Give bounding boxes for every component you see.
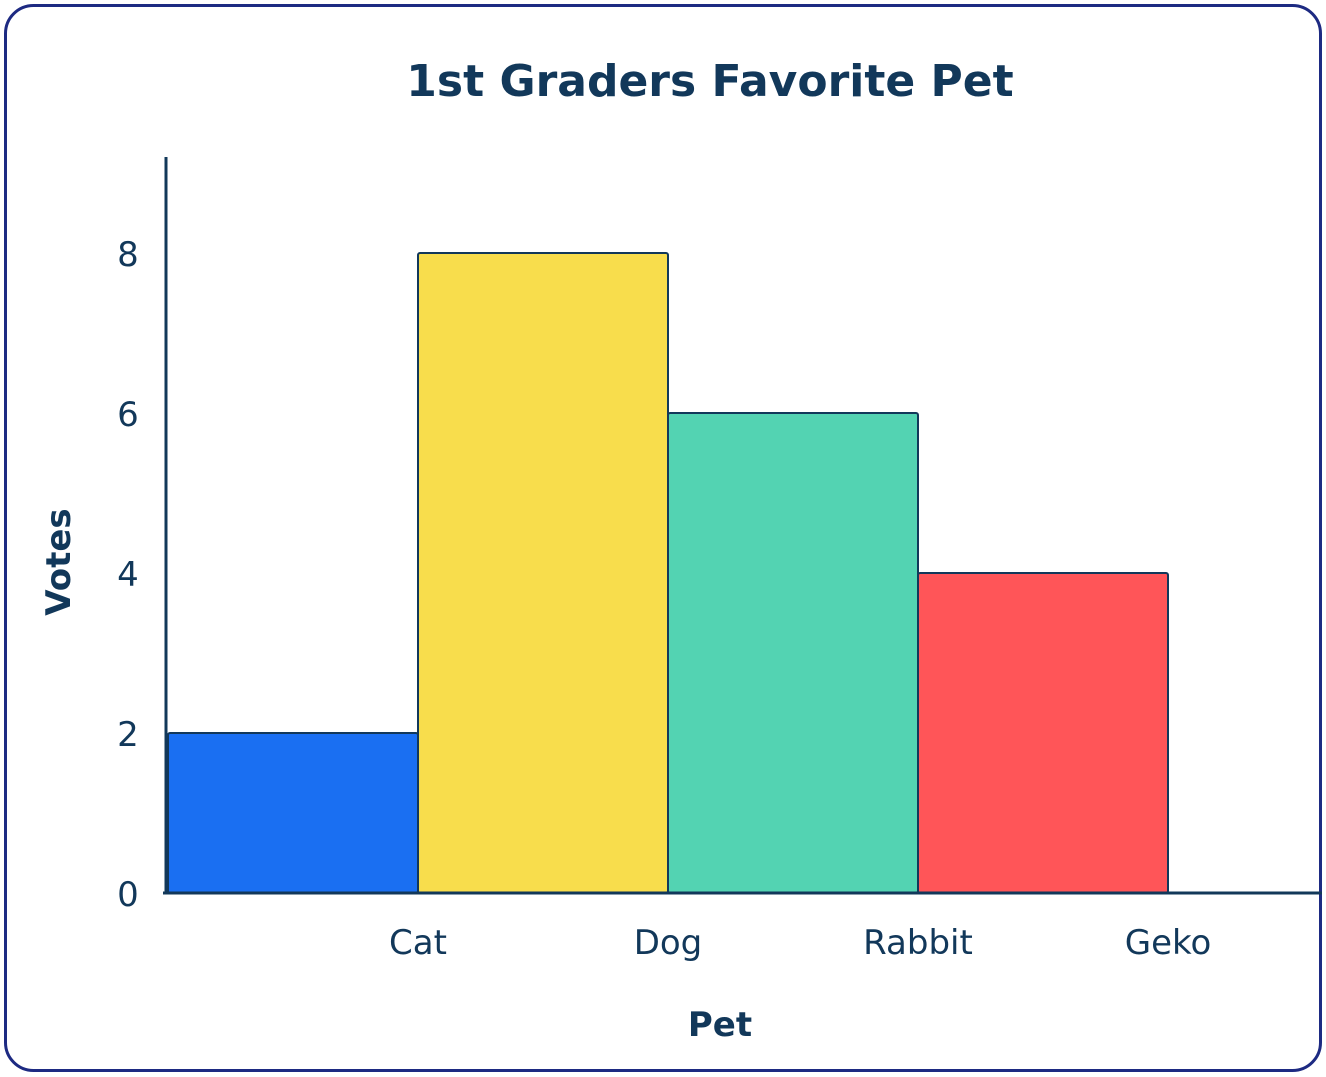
bar-rabbit <box>667 412 919 894</box>
y-tick-2: 2 <box>117 715 139 755</box>
chart-title: 1st Graders Favorite Pet <box>406 56 1013 107</box>
y-tick-4: 4 <box>117 555 139 595</box>
chart-frame: 1st Graders Favorite Pet Votes Pet 0 2 4 6 8… <box>4 4 1322 1072</box>
y-tick-labels: 0 2 4 6 8 <box>117 235 139 915</box>
bar-cat <box>167 732 419 894</box>
x-tick-cat: Cat <box>389 923 447 963</box>
y-tick-6: 6 <box>117 395 139 435</box>
bars-group <box>167 252 1169 894</box>
x-tick-rabbit: Rabbit <box>863 923 973 963</box>
x-tick-dog: Dog <box>634 923 703 963</box>
x-axis-label: Pet <box>688 1005 752 1045</box>
y-tick-8: 8 <box>117 235 139 275</box>
bar-chart: 1st Graders Favorite Pet Votes Pet 0 2 4 6 8… <box>4 4 1322 1072</box>
y-tick-0: 0 <box>117 875 139 915</box>
x-tick-labels: Cat Dog Rabbit Geko <box>389 923 1211 963</box>
y-axis-label: Votes <box>39 508 79 615</box>
bar-dog <box>417 252 669 894</box>
bar-geko <box>917 572 1169 894</box>
x-tick-geko: Geko <box>1125 923 1212 963</box>
